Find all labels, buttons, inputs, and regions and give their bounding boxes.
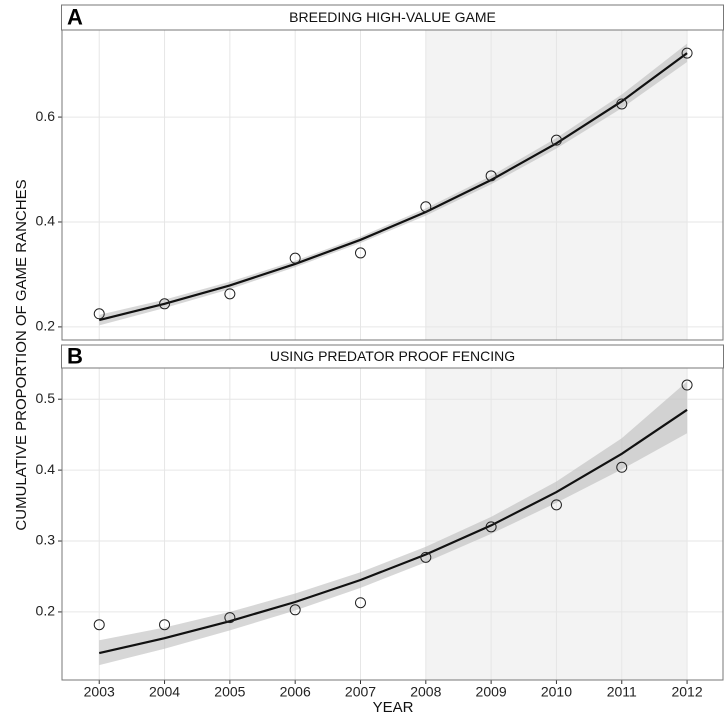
y-tick-label: 0.4 [36,461,56,477]
data-point [485,521,497,533]
y-tick-label: 0.6 [36,108,56,124]
strip [61,4,724,31]
data-point [159,298,171,310]
y-tick-label: 0.4 [36,213,56,229]
data-point [289,604,301,616]
data-point [550,499,562,511]
data-point [224,612,236,624]
y-tick-label: 0.3 [36,532,56,548]
x-tick-label: 2010 [541,684,572,700]
x-tick-label: 2008 [410,684,441,700]
panel-title: USING PREDATOR PROOF FENCING [270,348,515,364]
fit-line [98,408,688,655]
y-tick-label: 0.2 [36,318,56,334]
y-axis-title: CUMULATIVE PROPORTION OF GAME RANCHES [13,179,30,530]
x-tick-label: 2009 [476,684,507,700]
panel-title: BREEDING HIGH-VALUE GAME [289,9,496,25]
data-point [681,379,693,391]
x-tick-label: 2006 [280,684,311,700]
x-tick-label: 2004 [149,684,180,700]
data-point [550,134,562,146]
confidence-band [99,381,688,666]
data-point [616,98,628,110]
panel-letter: B [67,343,83,368]
data-point [93,619,105,631]
panel-letter: A [67,4,83,29]
data-point [354,247,366,259]
data-point [485,170,497,182]
y-tick-label: 0.5 [36,390,56,406]
y-tick-label: 0.2 [36,603,56,619]
data-point [159,619,171,631]
fit-line [98,52,688,322]
x-tick-label: 2003 [84,684,115,700]
x-axis-title: YEAR [373,699,414,716]
data-point [420,201,432,213]
data-point [616,461,628,473]
x-tick-label: 2011 [607,684,637,700]
data-point [289,252,301,264]
x-tick-label: 2007 [345,684,376,700]
data-point [93,308,105,320]
data-point [420,551,432,563]
x-tick-label: 2005 [214,684,245,700]
data-point [224,288,236,300]
data-point [354,597,366,609]
data-point [681,47,693,59]
x-tick-label: 2012 [671,684,702,700]
panel-border [61,29,724,341]
panel-border [61,367,724,681]
